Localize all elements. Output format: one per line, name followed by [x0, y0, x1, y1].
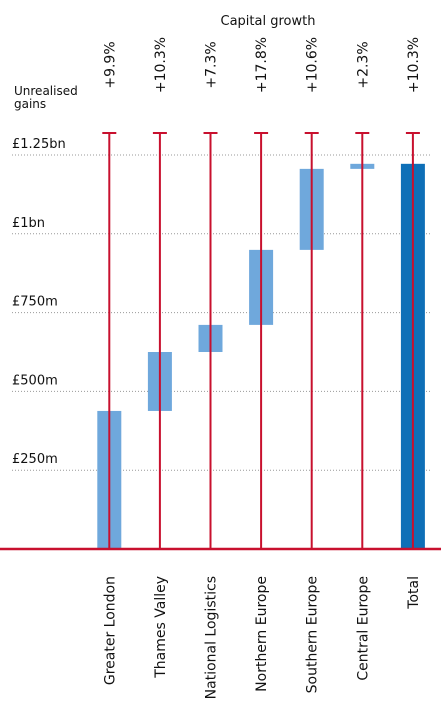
- annotation-label: gains: [14, 97, 46, 111]
- annotation: +7.3%: [204, 41, 220, 88]
- x-tick-label: National Logistics: [204, 576, 220, 699]
- annotation: +17.8%: [254, 37, 270, 93]
- y-tick-label: £750m: [12, 295, 58, 310]
- annotation-label: Unrealised: [14, 84, 78, 98]
- y-tick-label: £1.25bn: [12, 137, 66, 152]
- x-tick-label: Northern Europe: [254, 576, 270, 692]
- x-tick-label: Central Europe: [355, 576, 371, 681]
- x-tick-label: Southern Europe: [305, 576, 321, 693]
- annotation: +10.6%: [305, 37, 321, 93]
- annotation: +10.3%: [406, 37, 422, 93]
- x-tick-label: Greater London: [102, 576, 118, 685]
- annotation: +9.9%: [102, 41, 118, 88]
- annotation: +2.3%: [355, 41, 371, 88]
- x-tick-label: Total: [406, 576, 422, 610]
- x-tick-label: Thames Valley: [153, 576, 169, 679]
- chart-title: Capital growth: [221, 14, 316, 29]
- y-tick-label: £250m: [12, 452, 58, 467]
- y-tick-label: £500m: [12, 373, 58, 388]
- annotation: +10.3%: [153, 37, 169, 93]
- y-tick-label: £1bn: [12, 216, 45, 231]
